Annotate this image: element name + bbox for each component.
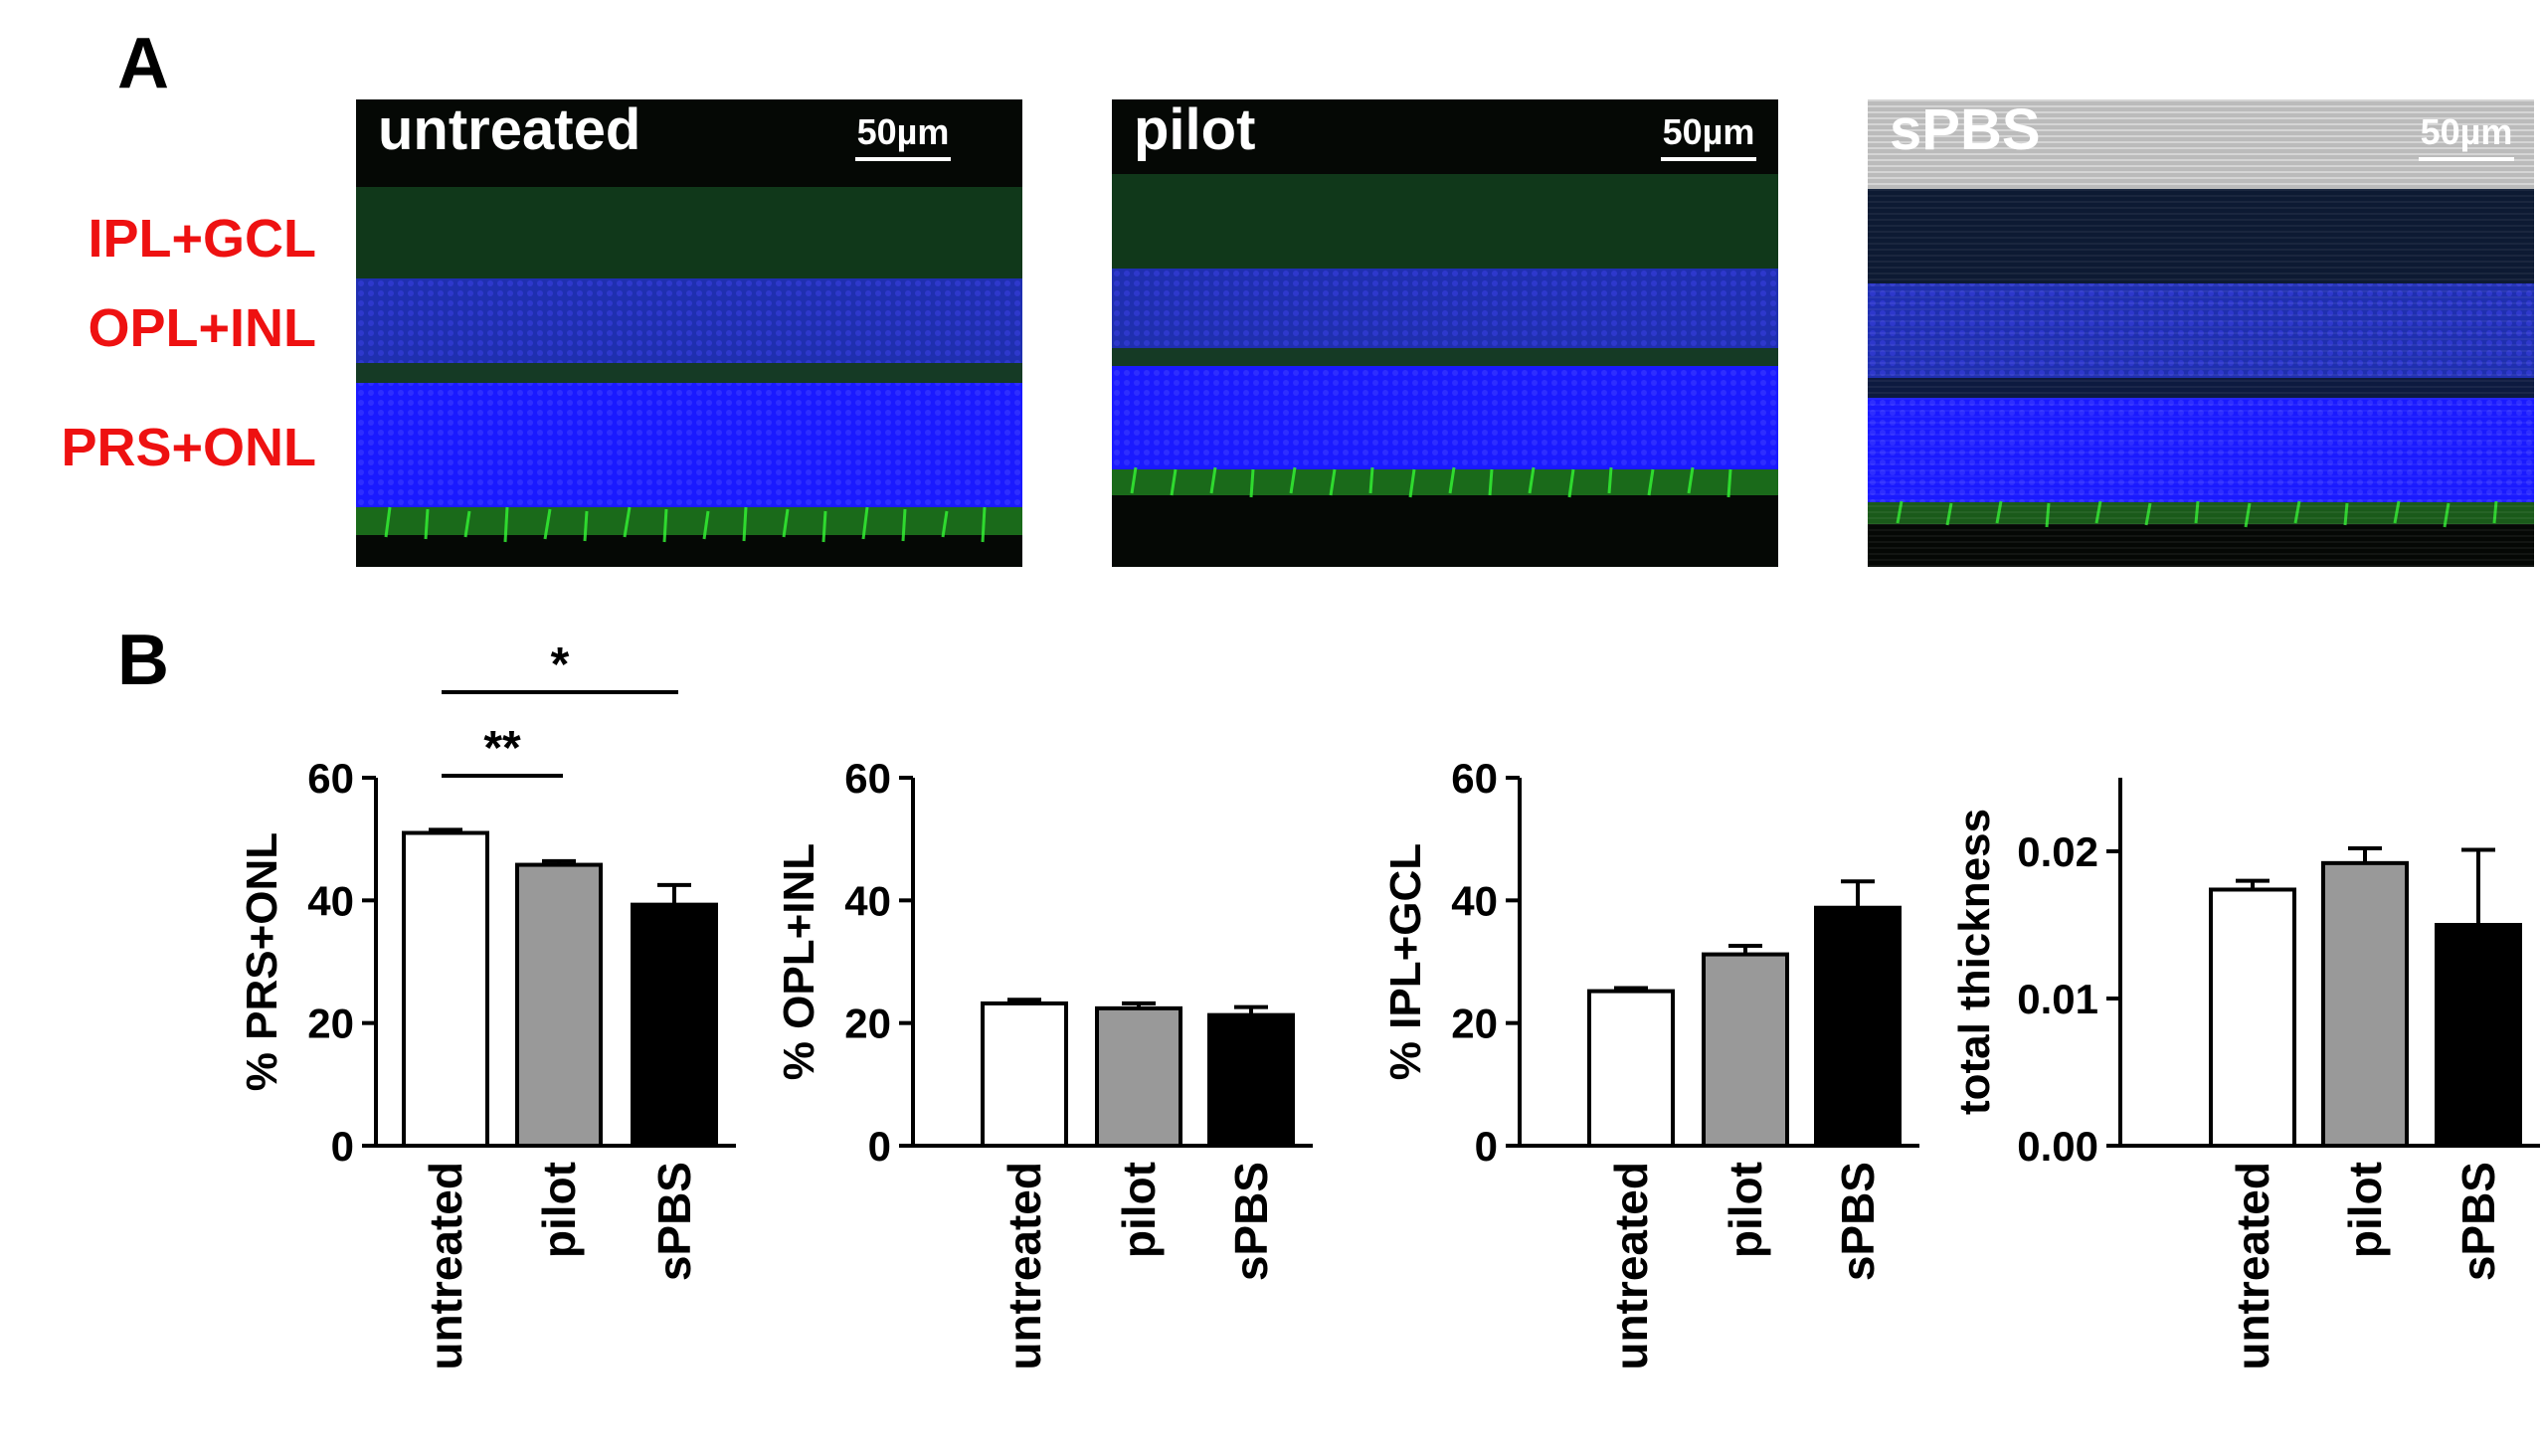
y-tick-label: 0: [1475, 1123, 1498, 1170]
bar-sPBS: [2435, 923, 2522, 1148]
bar-sPBS: [1814, 905, 1902, 1148]
category-label: sPBS: [1225, 1162, 1277, 1281]
y-axis-title: total thickness: [1950, 809, 1999, 1115]
bar-untreated: [2209, 887, 2296, 1148]
layer-labels: IPL+GCL OPL+INL PRS+ONL: [61, 209, 316, 477]
category-label: sPBS: [1832, 1162, 1884, 1281]
category-label: pilot: [2339, 1162, 2391, 1258]
micrograph-label: sPBS: [1890, 97, 2041, 162]
bar-untreated: [981, 1001, 1068, 1149]
layer-label-opl-inl: OPL+INL: [88, 298, 316, 358]
panel-a-label: A: [117, 24, 169, 103]
y-tick-label: 60: [307, 755, 354, 802]
panel-b-label: B: [117, 621, 169, 700]
y-tick-label: 40: [1451, 877, 1498, 924]
y-axis-title: % OPL+INL: [775, 843, 823, 1080]
bar-pilot: [2321, 860, 2409, 1149]
y-tick-label: 20: [1451, 1001, 1498, 1047]
micrograph-label: untreated: [378, 97, 640, 162]
y-tick-label: 0: [331, 1123, 354, 1170]
chart-2: 0 20 40 60 % OPL+INL untreated pilot sPBS: [775, 755, 1313, 1370]
y-tick-label: 60: [1451, 755, 1498, 802]
category-label: untreated: [2227, 1162, 2278, 1370]
y-tick-label: 60: [844, 755, 891, 802]
y-tick-label: 20: [844, 1001, 891, 1047]
y-tick-label: 0.01: [2017, 976, 2098, 1022]
y-tick-label: 0: [868, 1123, 891, 1170]
category-label: pilot: [533, 1162, 585, 1258]
bar-untreated: [1587, 989, 1675, 1148]
y-axis-title: % IPL+GCL: [1381, 843, 1430, 1080]
layer-label-ipl-gcl: IPL+GCL: [88, 209, 316, 269]
category-label: pilot: [1113, 1162, 1165, 1258]
category-label: untreated: [1605, 1162, 1657, 1370]
y-tick-label: 40: [307, 877, 354, 924]
category-label: sPBS: [648, 1162, 700, 1281]
significance-label: **: [483, 722, 521, 775]
micrograph-pilot: pilot 50µm: [1112, 97, 1778, 567]
bar-sPBS: [1207, 1012, 1295, 1149]
bar-pilot: [1095, 1005, 1182, 1148]
bar-pilot: [515, 862, 603, 1148]
y-axis-title: % PRS+ONL: [238, 832, 286, 1091]
bar-pilot: [1702, 952, 1789, 1148]
y-tick-label: 20: [307, 1001, 354, 1047]
bar-untreated: [402, 830, 489, 1148]
scale-bar-label: 50µm: [1663, 111, 1755, 152]
category-label: pilot: [1720, 1162, 1771, 1258]
y-tick-label: 0.00: [2017, 1123, 2098, 1170]
chart-4: 0.00 0.01 0.02 total thickness untreated pilo…: [1950, 778, 2540, 1370]
significance-label: *: [551, 638, 570, 691]
micrograph-spbs: sPBS 50µm: [1868, 97, 2534, 567]
bar-sPBS: [631, 902, 718, 1149]
category-label: sPBS: [2452, 1162, 2504, 1281]
scale-bar-label: 50µm: [2421, 111, 2513, 152]
category-label: untreated: [420, 1162, 471, 1370]
micrograph-label: pilot: [1134, 97, 1255, 162]
y-tick-label: 0.02: [2017, 828, 2098, 875]
y-tick-label: 40: [844, 877, 891, 924]
micrograph-untreated: untreated 50µm: [356, 97, 1022, 567]
layer-label-prs-onl: PRS+ONL: [61, 418, 316, 477]
category-label: untreated: [999, 1162, 1050, 1370]
scale-bar-label: 50µm: [857, 111, 950, 152]
chart-3: 0 20 40 60 % IPL+GCL untreated pilot sPBS: [1381, 755, 1919, 1370]
